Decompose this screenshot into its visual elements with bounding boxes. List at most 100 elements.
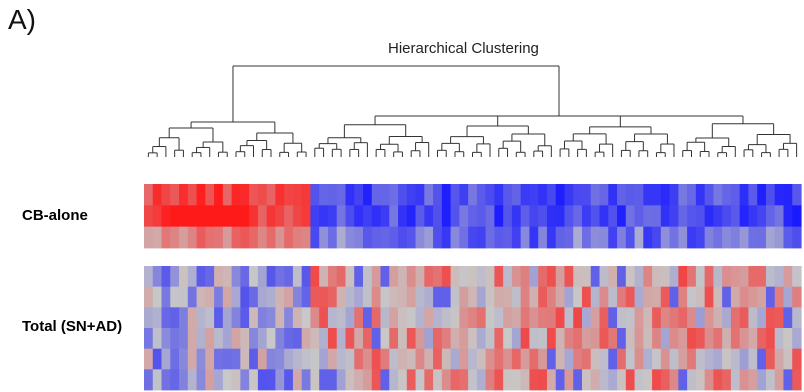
- heatmap-cell: [486, 369, 495, 390]
- heatmap-cell: [678, 287, 687, 308]
- heatmap-cell: [302, 287, 311, 308]
- heatmap-cell: [652, 307, 661, 328]
- heatmap-cell: [267, 307, 276, 328]
- heatmap-cell: [170, 205, 179, 227]
- heatmap-cell: [705, 227, 714, 249]
- heatmap-cell: [144, 349, 153, 370]
- heatmap-cell: [337, 349, 346, 370]
- heatmap-cell: [162, 227, 171, 249]
- heatmap-cell: [284, 227, 293, 249]
- heatmap-cell: [652, 349, 661, 370]
- heatmap-cell: [433, 287, 442, 308]
- heatmap-cell: [486, 205, 495, 227]
- heatmap-cell: [635, 227, 644, 249]
- heatmap-cell: [556, 369, 565, 390]
- heatmap-cell: [205, 328, 214, 349]
- heatmap-cell: [153, 227, 162, 249]
- heatmap-cell: [678, 205, 687, 227]
- heatmap-cell: [740, 328, 749, 349]
- heatmap-cell: [600, 184, 609, 206]
- heatmap-cell: [197, 227, 206, 249]
- heatmap-cell: [573, 349, 582, 370]
- heatmap-cell: [670, 307, 679, 328]
- heatmap-cell: [442, 266, 451, 287]
- heatmap-cell: [407, 227, 416, 249]
- heatmap-cell: [153, 266, 162, 287]
- heatmap-cell: [302, 328, 311, 349]
- heatmap-cell: [363, 328, 372, 349]
- heatmap-cell: [284, 287, 293, 308]
- heatmap-cell: [766, 184, 775, 206]
- heatmap-cell: [398, 287, 407, 308]
- heatmap-cell: [205, 227, 214, 249]
- heatmap-cell: [766, 266, 775, 287]
- heatmap-cell: [722, 349, 731, 370]
- heatmap-cell: [512, 307, 521, 328]
- heatmap-cell: [687, 227, 696, 249]
- heatmap-cell: [608, 266, 617, 287]
- heatmap-cell: [608, 227, 617, 249]
- heatmap-cell: [494, 184, 503, 206]
- heatmap-cell: [626, 184, 635, 206]
- heatmap-cell: [337, 205, 346, 227]
- heatmap-cell: [713, 205, 722, 227]
- heatmap-cell: [556, 349, 565, 370]
- heatmap-cell: [635, 328, 644, 349]
- heatmap-cell: [153, 184, 162, 206]
- heatmap-cell: [293, 205, 302, 227]
- heatmap-cell: [170, 266, 179, 287]
- heatmap-cell: [783, 328, 792, 349]
- heatmap-cell: [740, 184, 749, 206]
- heatmap-cell: [345, 328, 354, 349]
- heatmap-cell: [529, 227, 538, 249]
- heatmap-cell: [398, 227, 407, 249]
- heatmap-cell: [503, 287, 512, 308]
- heatmap-cell: [372, 349, 381, 370]
- heatmap-cell: [451, 184, 460, 206]
- heatmap-cell: [468, 369, 477, 390]
- heatmap-cell: [600, 227, 609, 249]
- heatmap-cell: [258, 227, 267, 249]
- heatmap-cell: [451, 266, 460, 287]
- heatmap-cell: [783, 266, 792, 287]
- heatmap-cell: [188, 227, 197, 249]
- heatmap-cell: [223, 184, 232, 206]
- heatmap-cell: [486, 266, 495, 287]
- heatmap-cell: [424, 184, 433, 206]
- heatmap-cell: [451, 369, 460, 390]
- heatmap-cell: [748, 184, 757, 206]
- heatmap-cell: [284, 307, 293, 328]
- heatmap-cell: [284, 184, 293, 206]
- heatmap-cell: [267, 349, 276, 370]
- heatmap-cell: [696, 205, 705, 227]
- heatmap-cell: [783, 184, 792, 206]
- heatmap-cell: [179, 184, 188, 206]
- heatmap-cell: [459, 349, 468, 370]
- heatmap-cell: [398, 205, 407, 227]
- heatmap-cell: [345, 349, 354, 370]
- heatmap-cell: [363, 349, 372, 370]
- heatmap-cell: [766, 369, 775, 390]
- heatmap-cell: [564, 205, 573, 227]
- heatmap-cell: [337, 184, 346, 206]
- heatmap-cell: [275, 328, 284, 349]
- heatmap-cell: [775, 184, 784, 206]
- heatmap-cell: [433, 328, 442, 349]
- heatmap-cell: [372, 184, 381, 206]
- heatmap-cell: [687, 266, 696, 287]
- heatmap-cell: [214, 328, 223, 349]
- heatmap-cell: [170, 184, 179, 206]
- heatmap-cell: [775, 227, 784, 249]
- heatmap-cell: [223, 328, 232, 349]
- heatmap-cell: [713, 349, 722, 370]
- heatmap-cell: [512, 349, 521, 370]
- heatmap-cell: [345, 184, 354, 206]
- heatmap-cell: [591, 287, 600, 308]
- heatmap-cell: [705, 287, 714, 308]
- heatmap-cell: [153, 205, 162, 227]
- heatmap-cell: [775, 205, 784, 227]
- heatmap-cell: [652, 328, 661, 349]
- heatmap-cell: [740, 307, 749, 328]
- heatmap-cell: [582, 184, 591, 206]
- heatmap-cell: [670, 205, 679, 227]
